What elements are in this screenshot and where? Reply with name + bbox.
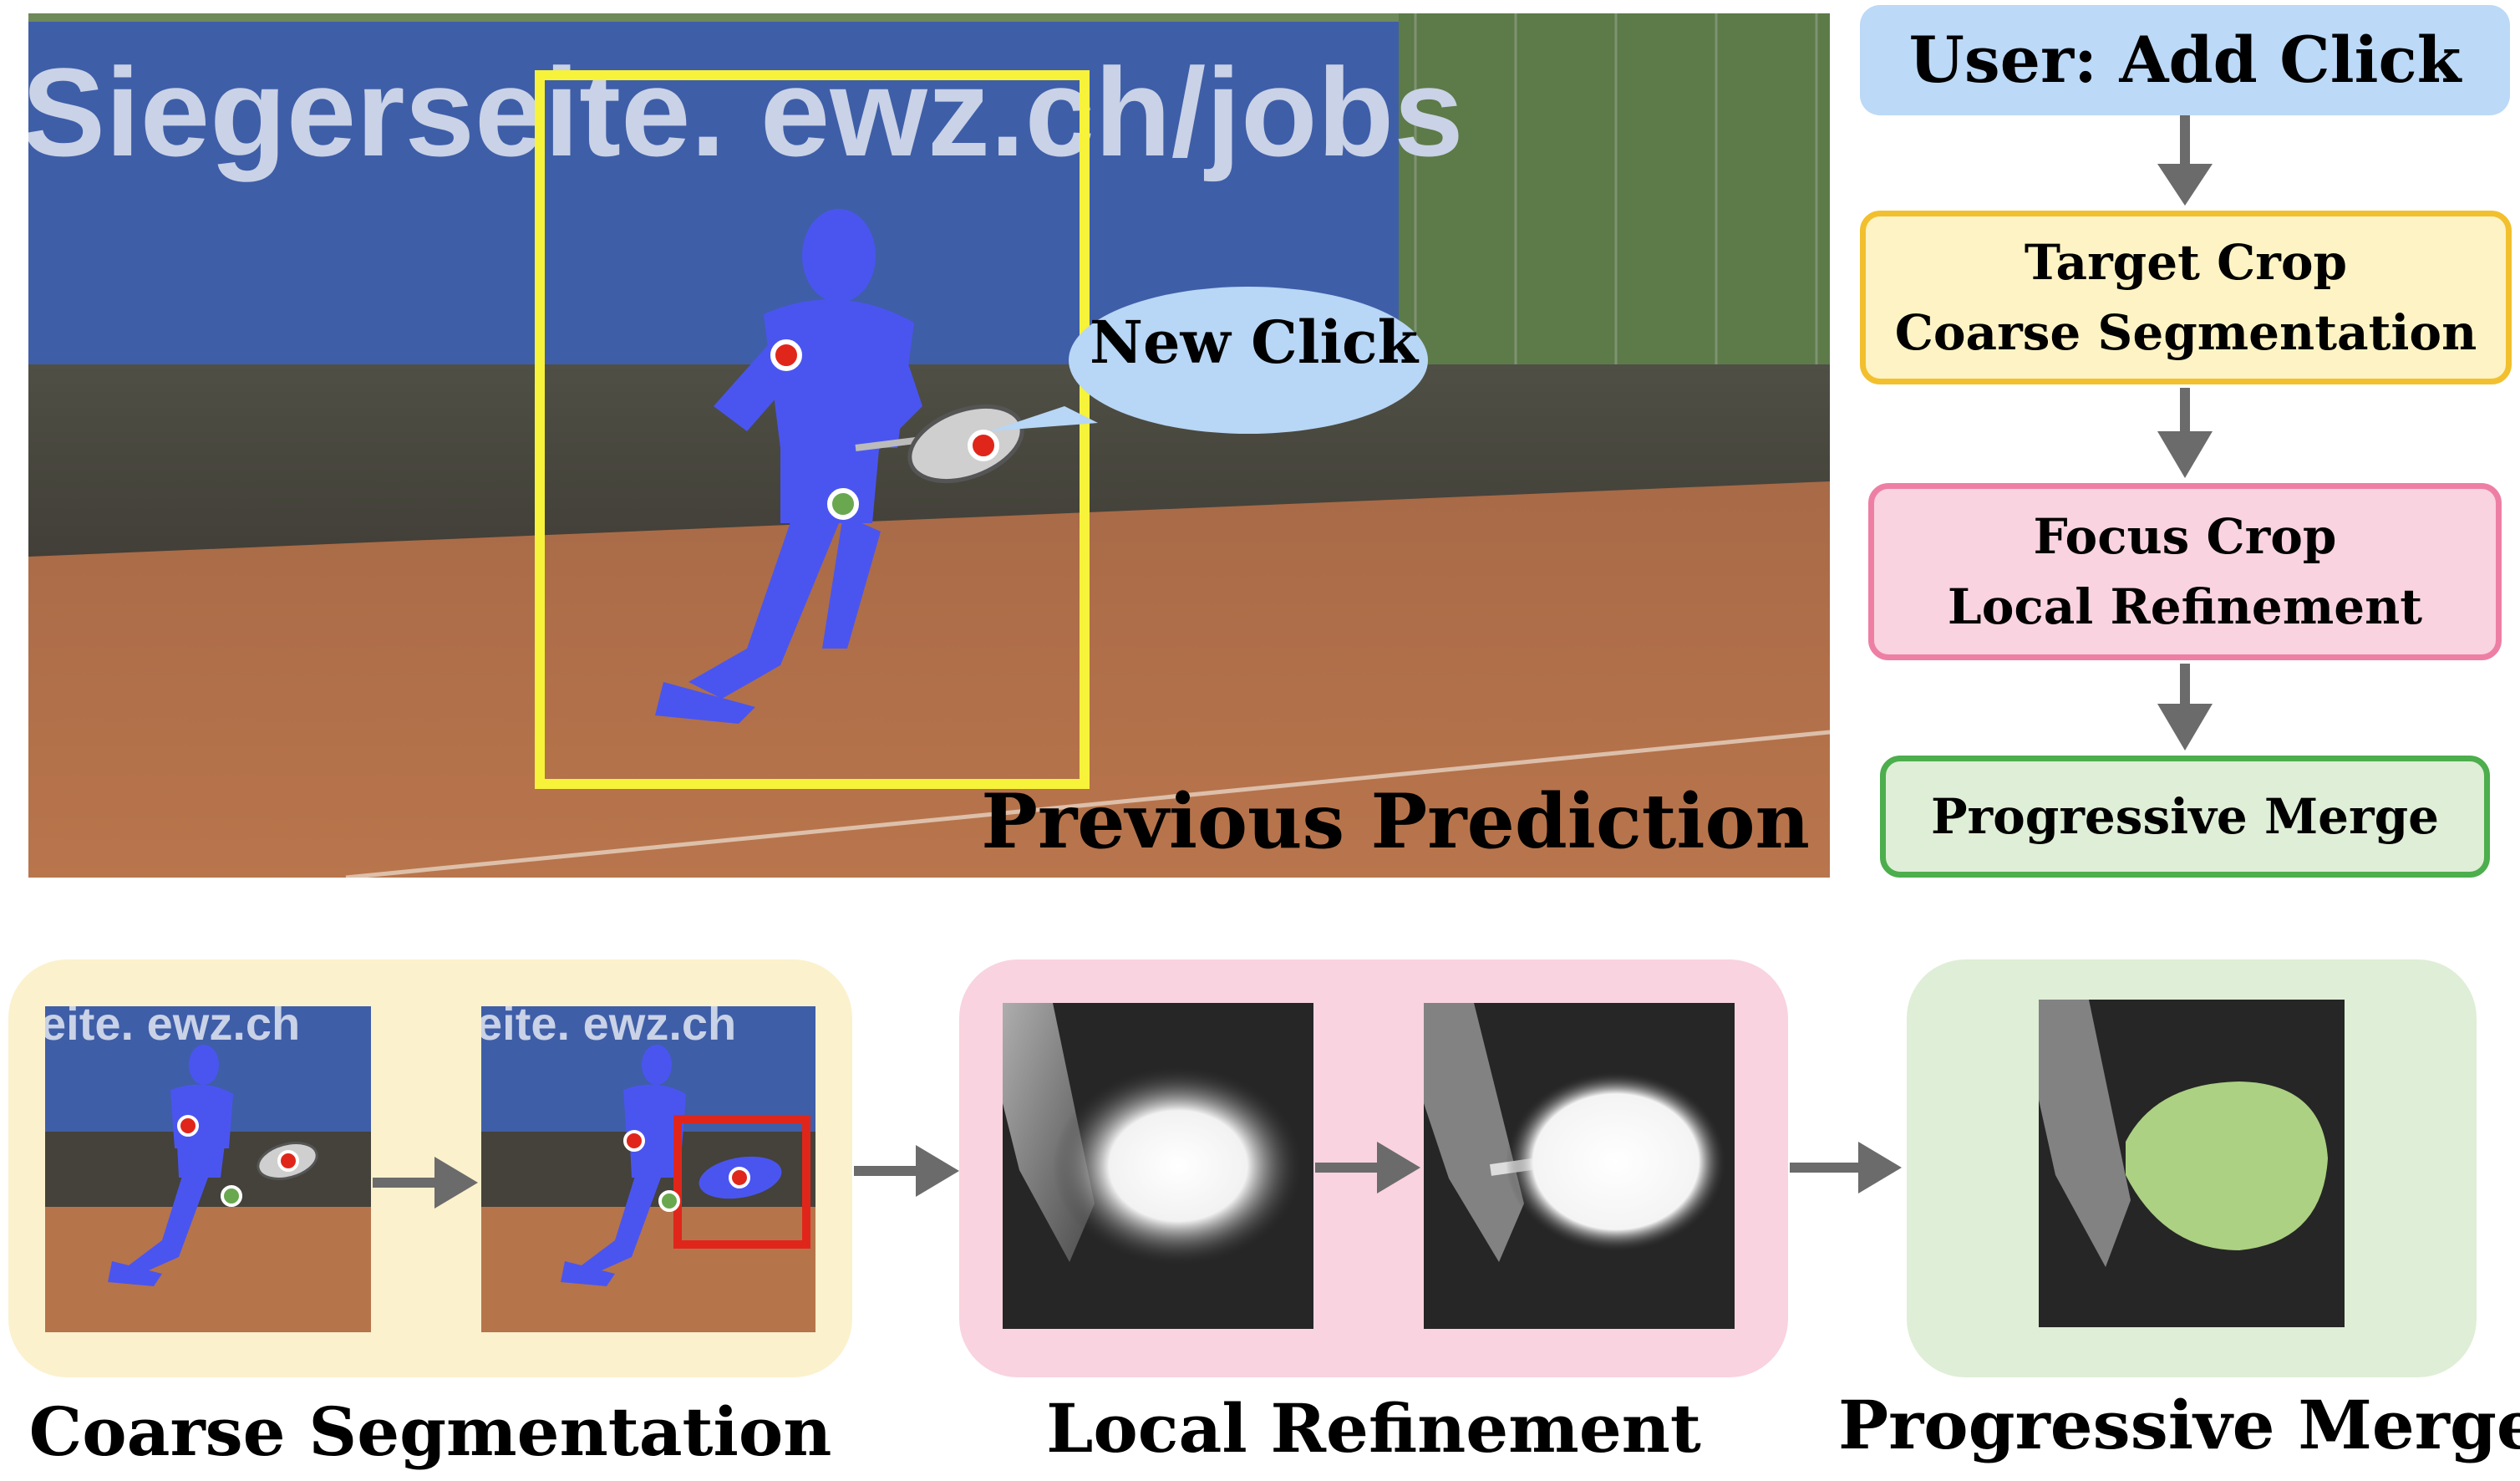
merge-result-image [2039, 1000, 2345, 1327]
arrow-to-local [854, 1145, 959, 1197]
progressive-merge-label: Progressive Merge [1838, 1386, 2520, 1464]
flow-step-user-add-click: User: Add Click [1860, 5, 2510, 115]
flow-step-progressive-merge-label: Progressive Merge [1930, 787, 2440, 845]
previous-prediction-caption: Previous Prediction [981, 777, 1810, 866]
flow-step-target-crop-line1: Target Crop [2024, 233, 2348, 291]
coarse-thumb-2-click-b [729, 1167, 750, 1188]
arrow-head-1 [2157, 164, 2213, 206]
arrow-local [1315, 1142, 1420, 1193]
negative-click [827, 488, 859, 520]
coarse-thumb-2: eite. ewz.ch [481, 1006, 815, 1332]
player-mask [655, 209, 922, 724]
callout-bubble [989, 287, 1428, 434]
main-image: Siegerseite. ewz.ch/jobs New C [28, 13, 1830, 878]
positive-click-body [770, 339, 802, 371]
merged-mask [2126, 1081, 2328, 1250]
arrow-coarse-1 [373, 1157, 478, 1209]
target-crop-box [535, 70, 1090, 789]
coarse-thumb-2-banner: eite. ewz.ch [481, 1006, 736, 1050]
coarse-thumb-2-click-a [623, 1130, 645, 1152]
banner-text: Siegerseite. ewz.ch/jobs [28, 42, 1464, 182]
flow-step-focus-crop-line2: Local Refinement [1947, 578, 2423, 635]
coarse-thumb-1-click-neg [221, 1185, 242, 1207]
flow-arrows [2157, 115, 2213, 751]
coarse-thumb-2-click-neg [658, 1190, 680, 1212]
flow-step-target-crop: Target Crop Coarse Segmentation [1860, 211, 2512, 384]
local-refinement-label: Local Refinement [1046, 1389, 1701, 1468]
arrow-head-3 [2157, 704, 2213, 751]
flow-step-progressive-merge: Progressive Merge [1880, 756, 2490, 878]
flow-step-target-crop-line2: Coarse Segmentation [1894, 304, 2477, 361]
positive-click-racket [968, 430, 999, 461]
coarse-thumb-1-click-b [277, 1150, 299, 1172]
new-click-label: New Click [1090, 308, 1419, 377]
flow-step-focus-crop: Focus Crop Local Refinement [1868, 483, 2502, 660]
arrow-to-merge [1790, 1142, 1902, 1193]
coarse-thumb-1-click-a [177, 1115, 199, 1137]
flow-step-focus-crop-line1: Focus Crop [2033, 507, 2337, 565]
local-heatmap-1 [1003, 1003, 1313, 1329]
coarse-thumb-1: eite. ewz.ch [45, 1006, 371, 1332]
racket [855, 404, 1024, 484]
arrow-head-2 [2157, 431, 2213, 478]
flow-step-user-add-click-label: User: Add Click [1908, 22, 2462, 97]
coarse-thumb-1-banner: eite. ewz.ch [45, 1006, 300, 1050]
local-heatmap-2 [1424, 1003, 1735, 1329]
coarse-segmentation-label: Coarse Segmentation [28, 1392, 832, 1471]
focus-crop-box [673, 1115, 810, 1249]
